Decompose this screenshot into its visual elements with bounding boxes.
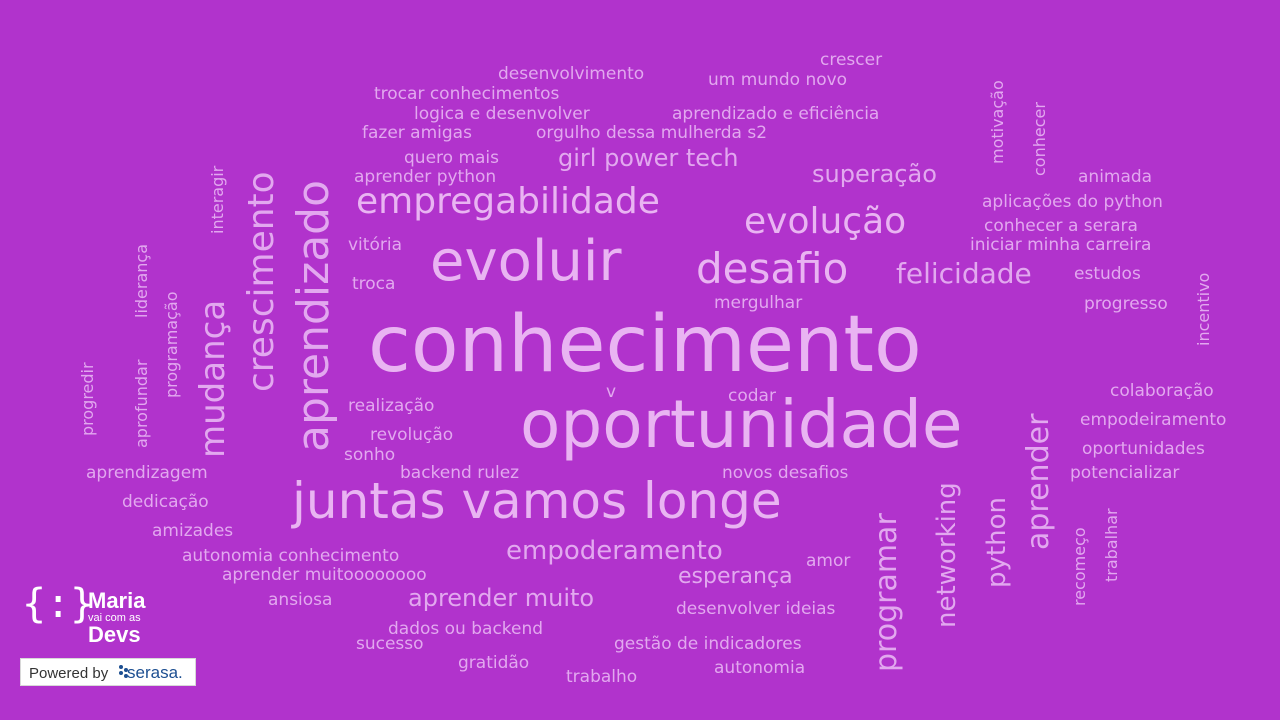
- word-aprender-muito: aprender muito: [408, 584, 595, 612]
- word-potencializar: potencializar: [1070, 463, 1180, 483]
- word-logica-e-desenvolver: logica e desenvolver: [414, 104, 590, 124]
- word-girl-power-tech: girl power tech: [558, 144, 739, 172]
- word-aprender-muitoooo: aprender muitoooooooo: [222, 565, 427, 585]
- word-trocar-conhecimentos: trocar conhecimentos: [374, 84, 560, 104]
- word-dados-ou-backend: dados ou backend: [388, 619, 544, 639]
- word-animada: animada: [1078, 167, 1153, 187]
- word-quero-mais: quero mais: [404, 148, 500, 168]
- word-fazer-amigas: fazer amigas: [362, 123, 472, 143]
- word-conhecimento: conhecimento: [368, 300, 922, 390]
- powered-by-badge: Powered by serasa.: [20, 658, 196, 686]
- word-empodeiramento: empodeiramento: [1080, 410, 1227, 430]
- word-trabalhar: trabalhar: [1102, 508, 1121, 582]
- word-estudos: estudos: [1074, 264, 1141, 284]
- word-gratidao: gratidão: [458, 653, 530, 673]
- word-evolucao: evolução: [744, 201, 907, 242]
- word-esperanca: esperança: [678, 564, 793, 589]
- word-troca: troca: [352, 274, 396, 294]
- word-vitoria: vitória: [348, 235, 402, 255]
- word-aprender: aprender: [1021, 413, 1056, 550]
- word-incentivo: incentivo: [1194, 272, 1213, 346]
- word-crescimento: crescimento: [241, 171, 282, 392]
- word-aprendizado-e-eficiencia: aprendizado e eficiência: [672, 104, 880, 124]
- powered-by-label: Powered by: [29, 665, 109, 682]
- word-juntas-vamos-longe: juntas vamos longe: [292, 472, 782, 530]
- logo-mark-icon: {:}: [22, 581, 95, 627]
- word-recomeco: recomeço: [1070, 527, 1089, 606]
- word-desenvolver-ideias: desenvolver ideias: [676, 599, 836, 619]
- word-evoluir: evoluir: [430, 229, 622, 294]
- word-aprendizado: aprendizado: [288, 179, 339, 452]
- word-oportunidades: oportunidades: [1082, 439, 1205, 459]
- word-programacao: programação: [162, 291, 181, 399]
- word-desenvolvimento: desenvolvimento: [498, 64, 645, 84]
- word-aprendizagem: aprendizagem: [86, 463, 208, 483]
- word-progredir: progredir: [78, 362, 97, 436]
- word-sonho: sonho: [344, 445, 396, 465]
- word-oportunidade: oportunidade: [520, 386, 963, 463]
- word-realizacao: realização: [348, 396, 435, 416]
- word-python: python: [982, 497, 1012, 588]
- word-amizades: amizades: [152, 521, 234, 541]
- word-ansiosa: ansiosa: [268, 590, 333, 610]
- logo-text-vai-com-as: vai com as: [88, 612, 141, 624]
- word-iniciar-minha-carreira: iniciar minha carreira: [970, 235, 1152, 255]
- word-empoderamento: empoderamento: [506, 536, 723, 566]
- word-aprofundar: aprofundar: [132, 359, 151, 448]
- word-um-mundo-novo: um mundo novo: [708, 70, 848, 90]
- word-conhecer-a-serara: conhecer a serara: [984, 216, 1138, 236]
- word-networking: networking: [932, 482, 962, 628]
- logo-text-devs: Devs: [88, 622, 141, 647]
- word-codar: codar: [728, 386, 776, 406]
- word-programar: programar: [869, 513, 904, 672]
- word-mergulhar: mergulhar: [714, 293, 803, 313]
- word-amor: amor: [806, 551, 851, 571]
- word-aprender-python: aprender python: [354, 167, 497, 187]
- serasa-brand-name: serasa.: [127, 663, 183, 682]
- word-desafio: desafio: [696, 244, 849, 293]
- word-revolucao: revolução: [370, 425, 454, 445]
- word-aplicacoes-do-python: aplicações do python: [982, 192, 1163, 212]
- word-colaboracao: colaboração: [1110, 381, 1214, 401]
- word-autonomia: autonomia: [714, 658, 806, 678]
- maria-vai-com-as-devs-logo: {:} Maria vai com as Devs Powered by ser…: [20, 580, 200, 690]
- word-dedicacao: dedicação: [122, 492, 209, 512]
- word-sucesso: sucesso: [356, 634, 424, 654]
- word-trabalho: trabalho: [566, 667, 638, 687]
- word-conhecer: conhecer: [1030, 102, 1049, 176]
- word-crescer: crescer: [820, 50, 883, 70]
- word-motivacao: motivação: [988, 80, 1007, 164]
- serasa-logo-icon: [119, 665, 129, 681]
- word-novos-desafios: novos desafios: [722, 463, 849, 483]
- word-felicidade: felicidade: [896, 257, 1032, 290]
- word-interagir: interagir: [208, 165, 227, 234]
- word-empregabilidade: empregabilidade: [356, 181, 660, 222]
- word-v: v: [606, 382, 617, 402]
- word-gestao-de-indicadores: gestão de indicadores: [614, 634, 802, 654]
- logo-text-maria: Maria: [88, 588, 146, 613]
- word-superacao: superação: [812, 160, 937, 188]
- word-progresso: progresso: [1084, 294, 1168, 314]
- word-mudanca: mudança: [193, 299, 233, 458]
- word-autonomia-conhecimento: autonomia conhecimento: [182, 546, 400, 566]
- word-backend-rulez: backend rulez: [400, 463, 520, 483]
- word-lideranca: liderança: [132, 243, 151, 318]
- word-orgulho: orgulho dessa mulherda s2: [536, 123, 768, 143]
